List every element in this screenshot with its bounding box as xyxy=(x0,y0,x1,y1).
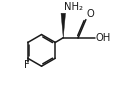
Text: O: O xyxy=(86,9,94,19)
Text: OH: OH xyxy=(95,33,111,43)
Polygon shape xyxy=(61,13,66,38)
Text: NH₂: NH₂ xyxy=(64,2,83,12)
Text: F: F xyxy=(24,60,30,70)
